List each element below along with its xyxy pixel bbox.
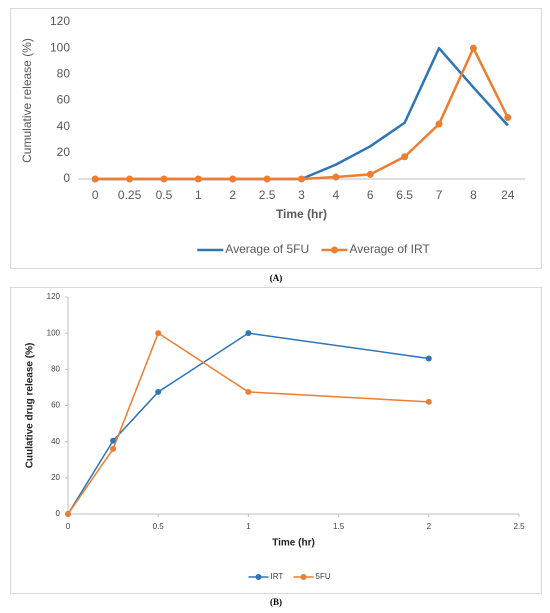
chart-a: 0 0.25 0.5 1 2 2.5 3 4 6 6.5 7 8 24 0 20 40 60 80 100 120 Ti… (20, 14, 525, 256)
x-tick-label: 6 (367, 188, 374, 202)
point (110, 445, 117, 452)
x-axis-title: Time (hr) (272, 538, 315, 549)
x-tick-label: 2.5 (259, 188, 276, 202)
y-tick-label: 60 (57, 93, 71, 107)
point (245, 388, 252, 395)
y-tick-label: 40 (51, 437, 60, 446)
y-tick-label: 100 (50, 40, 70, 54)
y-axis-title: Cuulative drug release (%) (25, 343, 36, 469)
point (332, 173, 340, 181)
x-tick-label: 0.25 (118, 188, 142, 202)
x-tick-label: 8 (470, 188, 477, 202)
x-tick-label: 3 (298, 188, 305, 202)
point (298, 175, 305, 183)
legend-marker (331, 246, 338, 254)
y-tick-label: 120 (50, 14, 70, 28)
legend-label: Average of IRT (350, 242, 431, 256)
x-tick-label: 7 (436, 188, 443, 202)
point (401, 153, 409, 161)
y-tick-label: 100 (47, 328, 61, 337)
legend-label: Average of 5FU (225, 242, 309, 256)
caption: (A) (270, 273, 283, 283)
legend-marker (300, 574, 307, 580)
x-tick-label: 0.5 (153, 522, 165, 531)
point (245, 330, 252, 337)
point (229, 175, 237, 183)
point (65, 511, 71, 517)
y-tick-label: 20 (57, 145, 71, 159)
point (435, 120, 443, 128)
point (425, 398, 432, 405)
point (126, 175, 134, 183)
point (366, 170, 374, 178)
y-tick-label: 20 (51, 473, 60, 482)
y-tick-label: 80 (57, 67, 71, 81)
point (160, 175, 168, 183)
point (110, 437, 117, 444)
point (194, 175, 202, 183)
x-tick-label: 0 (66, 522, 71, 531)
panel-a-frame (10, 8, 542, 269)
legend-label: IRT (271, 572, 284, 581)
point (263, 175, 271, 183)
x-tick-label: 4 (333, 188, 340, 202)
x-tick-label: 2.5 (513, 522, 525, 531)
legend-label: 5FU (316, 572, 331, 581)
point (91, 175, 99, 183)
x-tick-label: 0.5 (156, 188, 173, 202)
panel-b-frame (10, 287, 542, 594)
x-tick-label: 0 (92, 188, 99, 202)
x-tick-label: 1 (246, 522, 251, 531)
point (155, 330, 162, 337)
point (504, 114, 512, 122)
y-tick-label: 0 (56, 509, 61, 518)
chart-b: 0 0.5 1 1.5 2 2.5 0 20 40 60 80 100 120 Time (hr) Cuul… (25, 292, 525, 581)
legend-marker (255, 574, 262, 580)
x-tick-label: 2 (229, 188, 236, 202)
y-tick-label: 120 (47, 292, 61, 301)
x-axis-title: Time (hr) (276, 207, 327, 221)
y-tick-label: 40 (57, 119, 71, 133)
x-tick-label: 24 (501, 188, 515, 202)
point (425, 355, 432, 362)
point (469, 44, 477, 52)
y-tick-label: 80 (51, 364, 60, 373)
point (155, 388, 162, 395)
x-tick-label: 1.5 (333, 522, 345, 531)
caption: (B) (270, 597, 282, 607)
x-tick-label: 1 (195, 188, 202, 202)
y-axis-title: Cumulative release (%) (20, 38, 34, 163)
x-tick-label: 6.5 (396, 188, 413, 202)
y-tick-label: 0 (63, 171, 70, 185)
x-tick-label: 2 (427, 522, 432, 531)
y-tick-label: 60 (51, 401, 60, 410)
